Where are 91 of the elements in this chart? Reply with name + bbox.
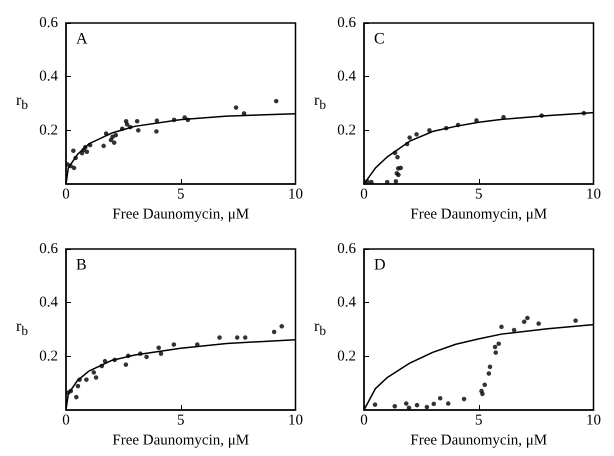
point bbox=[272, 330, 276, 334]
y-tick-label: 0.2 bbox=[39, 348, 58, 364]
point bbox=[134, 118, 140, 124]
point bbox=[156, 346, 161, 350]
x-tick-label: 5 bbox=[475, 412, 482, 428]
point bbox=[404, 401, 408, 406]
point bbox=[407, 135, 412, 140]
x-tick-label: 5 bbox=[475, 186, 482, 202]
point bbox=[74, 394, 79, 400]
y-tick-label: 0.2 bbox=[337, 348, 356, 364]
point bbox=[71, 148, 76, 153]
point bbox=[144, 354, 149, 360]
y-tick-label: 0.6 bbox=[337, 241, 356, 257]
annotation: B bbox=[76, 256, 87, 274]
y-axis-title: r$_{b}$ bbox=[16, 92, 28, 114]
x-tick-label: 5 bbox=[177, 412, 184, 428]
x-tick-label: 0 bbox=[360, 186, 368, 202]
point bbox=[154, 129, 159, 134]
point bbox=[94, 375, 98, 380]
x-tick-label: 0 bbox=[62, 412, 70, 428]
point bbox=[496, 341, 501, 346]
x-axis-title: Free Daunomycin, μM bbox=[410, 206, 548, 222]
y-tick-label: 0.4 bbox=[39, 294, 58, 311]
point bbox=[480, 392, 485, 396]
y-tick-label: 0.4 bbox=[337, 294, 356, 311]
point bbox=[462, 396, 466, 402]
point bbox=[414, 402, 420, 408]
point bbox=[217, 335, 222, 340]
point bbox=[522, 319, 526, 324]
point bbox=[392, 404, 398, 408]
x-axis-title: Free Daunomycin, μM bbox=[410, 432, 548, 448]
x-axis-title: Free Daunomycin, μM bbox=[112, 206, 250, 222]
point bbox=[493, 350, 498, 355]
point bbox=[101, 144, 106, 148]
y-tick-label: 0.2 bbox=[337, 122, 356, 138]
point bbox=[512, 328, 516, 332]
point bbox=[525, 316, 530, 320]
point bbox=[72, 166, 76, 170]
point bbox=[76, 384, 80, 388]
point bbox=[234, 335, 240, 340]
point bbox=[112, 140, 116, 145]
x-tick-label: 10 bbox=[288, 186, 303, 202]
annotation: A bbox=[76, 30, 88, 48]
point bbox=[274, 98, 278, 104]
y-tick-label: 0.2 bbox=[39, 122, 58, 138]
annotation: C bbox=[374, 30, 385, 48]
point bbox=[438, 396, 442, 400]
x-tick-label: 0 bbox=[62, 186, 70, 202]
point bbox=[234, 105, 238, 110]
point bbox=[84, 377, 89, 382]
y-tick-label: 0.6 bbox=[39, 15, 58, 31]
point bbox=[84, 150, 90, 154]
y-axis-title: r$_{b}$ bbox=[314, 318, 326, 340]
point bbox=[486, 371, 492, 376]
point bbox=[424, 404, 430, 410]
point bbox=[427, 128, 432, 133]
y-axis-title: r$_{b}$ bbox=[16, 318, 28, 340]
point bbox=[395, 154, 400, 160]
point bbox=[414, 132, 419, 137]
x-tick-label: 10 bbox=[288, 412, 303, 428]
point bbox=[279, 324, 284, 329]
point bbox=[446, 401, 450, 406]
point bbox=[154, 118, 160, 123]
y-tick-label: 0.4 bbox=[337, 68, 356, 85]
point bbox=[92, 370, 96, 375]
y-tick-label: 0.6 bbox=[337, 15, 356, 31]
point bbox=[432, 402, 436, 406]
x-tick-label: 5 bbox=[177, 186, 184, 202]
x-tick-label: 10 bbox=[586, 186, 601, 202]
point bbox=[488, 364, 492, 370]
x-axis-title: Free Daunomycin, μM bbox=[112, 432, 250, 448]
point bbox=[242, 335, 248, 340]
point bbox=[536, 321, 541, 326]
annotation: D bbox=[374, 256, 386, 274]
point bbox=[398, 166, 403, 170]
point bbox=[482, 382, 487, 388]
point bbox=[492, 344, 498, 350]
x-tick-label: 0 bbox=[360, 412, 368, 428]
point bbox=[114, 132, 118, 138]
y-axis-title: r$_{b}$ bbox=[314, 92, 326, 114]
point bbox=[573, 318, 578, 323]
point bbox=[136, 128, 141, 133]
point bbox=[372, 402, 378, 407]
y-tick-label: 0.6 bbox=[39, 241, 58, 257]
y-tick-label: 0.4 bbox=[39, 68, 58, 85]
point bbox=[394, 179, 398, 184]
point bbox=[172, 342, 176, 347]
x-tick-label: 10 bbox=[586, 412, 601, 428]
point bbox=[499, 324, 504, 330]
point bbox=[124, 362, 128, 367]
point bbox=[124, 122, 130, 127]
